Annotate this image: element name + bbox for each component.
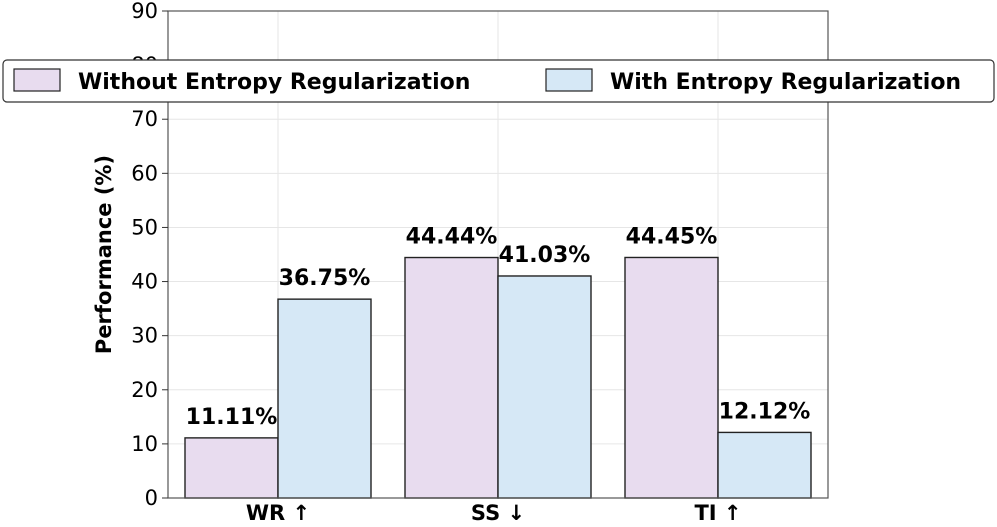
data-label: 41.03% [499, 243, 591, 268]
legend-swatch [545, 68, 593, 92]
legend-label: With Entropy Regularization [610, 70, 961, 95]
legend-label: Without Entropy Regularization [78, 70, 470, 95]
plot-frame [167, 10, 829, 499]
bar-series-2-1 [277, 298, 372, 499]
bar-series-1-2 [404, 256, 499, 499]
y-tick-label: 0 [145, 486, 158, 510]
y-tick-label: 90 [131, 0, 158, 23]
data-labels: 11.11% 44.44% 44.45% 36.75% 41.03% 12.12% [186, 224, 811, 429]
y-tick-label: 40 [131, 270, 158, 294]
x-tick-label: TI ↑ [694, 501, 741, 525]
y-tick-label: 10 [131, 432, 158, 456]
x-tick-label: SS ↓ [471, 501, 525, 525]
legend: Without Entropy Regularization With Entro… [2, 59, 995, 103]
y-tick-label: 60 [131, 161, 158, 185]
data-label: 11.11% [186, 405, 278, 430]
bar-series-2-2 [497, 275, 592, 499]
data-label: 44.44% [406, 225, 498, 250]
bar-series-1-3 [624, 256, 719, 499]
x-tick-label: WR ↑ [246, 501, 310, 525]
y-axis-title: Performance (%) [92, 155, 116, 354]
y-tick-label: 50 [131, 215, 158, 239]
bars [184, 256, 812, 499]
legend-swatch [13, 68, 61, 92]
data-label: 44.45% [626, 224, 718, 249]
y-tick-label: 20 [131, 378, 158, 402]
x-axis: WR ↑ SS ↓ TI ↑ [246, 501, 742, 525]
y-tick-label: 30 [131, 324, 158, 348]
bar-series-2-3 [717, 431, 812, 499]
legend-box [2, 59, 995, 103]
y-tick-label: 70 [131, 107, 158, 131]
data-label: 36.75% [279, 266, 371, 291]
bar-series-1-1 [184, 437, 279, 499]
data-label: 12.12% [719, 399, 811, 424]
